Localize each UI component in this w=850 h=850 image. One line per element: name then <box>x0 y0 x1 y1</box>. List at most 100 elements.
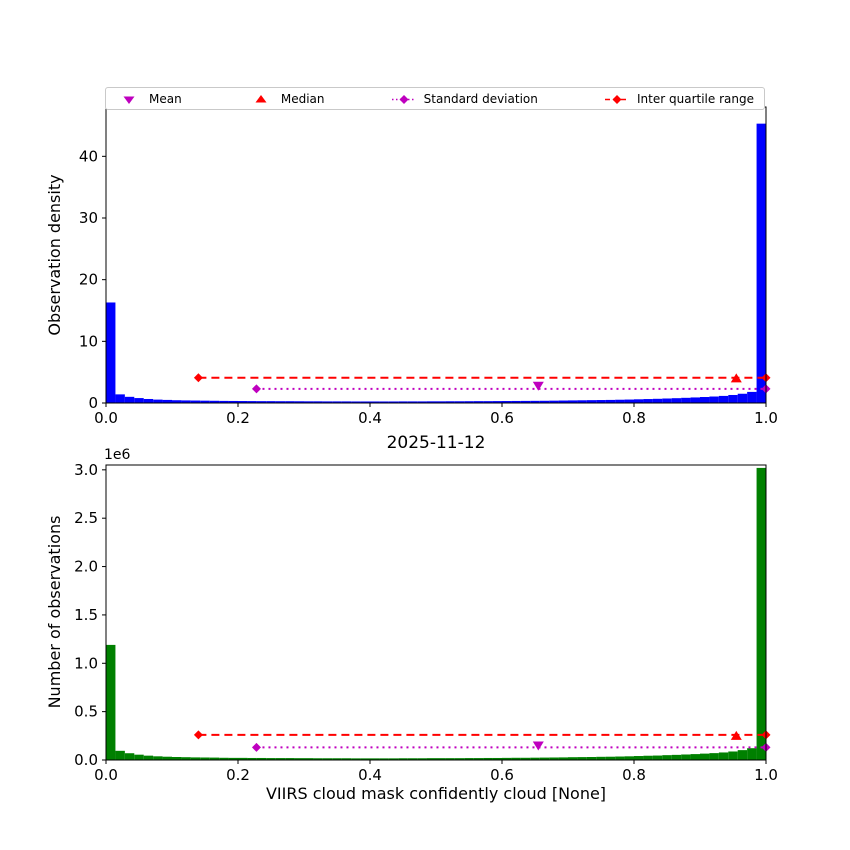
y-tick-label: 0.5 <box>74 703 98 721</box>
hist-bar <box>483 757 493 760</box>
hist-bar <box>134 398 144 403</box>
hist-bar <box>690 754 700 760</box>
hist-bar <box>454 401 465 403</box>
hist-bar <box>568 757 578 760</box>
hist-bar <box>558 400 568 403</box>
hist-bar <box>134 754 144 760</box>
hist-bar <box>747 748 757 760</box>
std-dev-marker-left <box>251 742 261 752</box>
y-tick-label: 30 <box>79 209 98 227</box>
hist-bar <box>615 756 625 760</box>
hist-bar <box>200 400 210 403</box>
legend: Mean Median Standard deviation Inter qua… <box>105 87 765 110</box>
hist-bar <box>492 757 502 760</box>
x-tick-label: 0.6 <box>490 409 514 427</box>
hist-bar <box>737 393 748 403</box>
hist-bar <box>605 756 616 760</box>
legend-label-mean: Mean <box>149 91 182 106</box>
hist-bar <box>624 399 634 403</box>
hist-bar <box>473 758 484 760</box>
hist-bar <box>483 401 493 403</box>
hist-bar <box>709 396 719 403</box>
hist-bar <box>304 401 314 403</box>
hist-bar <box>124 753 135 760</box>
legend-item-std: Standard deviation <box>391 92 538 106</box>
hist-bar <box>530 400 540 403</box>
hist-bar <box>190 757 201 760</box>
hist-bar <box>436 401 446 403</box>
hist-bar <box>379 401 389 403</box>
hist-bar <box>256 757 267 760</box>
observation-count-histogram: 0.0 0.2 0.4 0.6 0.8 1.0 0.0 0.5 1.0 1.5 2.0 2.5 3.0 <box>74 461 778 784</box>
x-tick-label: 1.0 <box>754 766 778 784</box>
hist-bar <box>549 400 559 403</box>
hist-bar <box>624 756 634 760</box>
hist-bar <box>558 757 568 760</box>
hist-bar <box>398 758 408 760</box>
legend-item-iqr: Inter quartile range <box>604 92 754 106</box>
hist-bar <box>219 757 229 760</box>
x-tick-label: 0.2 <box>226 409 250 427</box>
hist-bar <box>539 400 550 403</box>
x-tick-label: 0.4 <box>358 409 382 427</box>
hist-bar <box>530 757 540 760</box>
hist-bar <box>172 400 182 403</box>
x-tick-label: 0.2 <box>226 766 250 784</box>
hist-bar <box>652 755 663 760</box>
y-tick-label: 3.0 <box>74 461 98 479</box>
hist-bar <box>728 394 738 403</box>
bottom-chart-title: 2025-11-12 <box>387 433 486 453</box>
hist-bar <box>747 391 757 403</box>
iqr-diamond-dashed-icon <box>605 94 630 104</box>
hist-bar <box>718 752 729 760</box>
hist-bar <box>332 401 342 403</box>
std-dev-marker-left <box>251 384 261 394</box>
hist-bar <box>256 401 267 403</box>
hist-bar <box>360 758 370 760</box>
y-tick-label: 0.0 <box>74 751 98 769</box>
hist-bar <box>322 401 333 403</box>
hist-bar <box>511 757 521 760</box>
hist-bar <box>652 398 663 403</box>
hist-bar <box>351 758 361 760</box>
hist-bar <box>756 123 766 404</box>
y-tick-label: 2.5 <box>74 509 98 527</box>
hist-bar <box>643 755 653 760</box>
hist-bar <box>285 401 295 403</box>
axes-frame <box>105 106 767 404</box>
hist-bar <box>577 757 587 760</box>
hist-bar <box>520 400 531 403</box>
hist-bar <box>124 396 135 403</box>
hist-bar <box>643 399 653 403</box>
hist-bar <box>238 757 248 760</box>
hist-bar <box>596 400 606 403</box>
legend-item-mean: Mean <box>116 92 182 106</box>
x-tick-label: 0.0 <box>94 766 118 784</box>
hist-bar <box>200 757 210 760</box>
hist-bar <box>417 401 427 403</box>
hist-bar <box>426 401 436 403</box>
y-tick-label: 10 <box>79 332 98 350</box>
hist-bar <box>143 398 154 403</box>
hist-bar <box>662 755 672 760</box>
mean-marker <box>532 381 544 391</box>
hist-bar <box>162 399 172 403</box>
hist-bar <box>238 401 248 403</box>
bottom-xlabel: VIIRS cloud mask confidently cloud [None… <box>266 784 606 803</box>
hist-bar <box>153 399 163 403</box>
hist-bar <box>407 401 418 403</box>
hist-bar <box>181 400 191 403</box>
legend-label-iqr: Inter quartile range <box>637 91 754 106</box>
hist-bar <box>322 758 333 760</box>
iqr-marker-left <box>193 373 203 383</box>
hist-bar <box>219 400 229 403</box>
std-dev-diamond-dotted-icon <box>391 94 416 104</box>
hist-bar <box>445 758 455 760</box>
hist-bar <box>464 758 474 760</box>
hist-bar <box>266 401 276 403</box>
x-tick-label: 0.8 <box>622 766 646 784</box>
hist-bar <box>370 758 380 760</box>
